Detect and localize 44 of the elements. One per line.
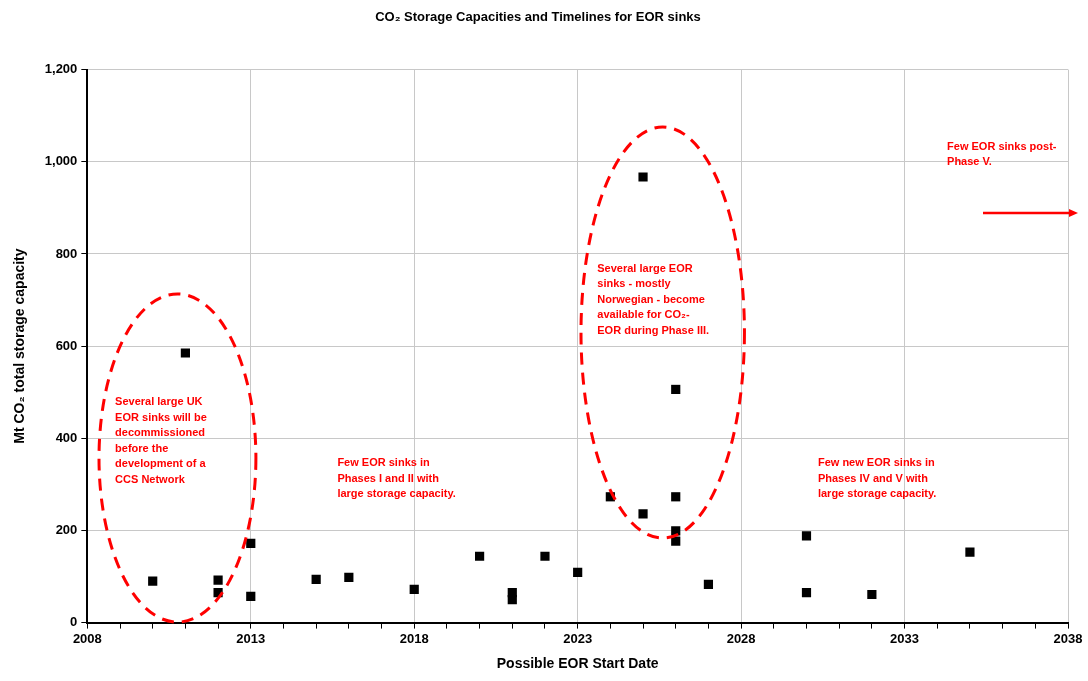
x-tick-label: 2038 [1053,630,1083,646]
y-tick-label: 200 [55,522,78,538]
point [311,574,321,584]
point [540,551,550,561]
point [801,531,812,541]
y-tick-label: 800 [55,245,78,261]
point [801,588,812,598]
point [246,538,256,548]
point [671,384,681,395]
point [638,509,648,519]
annotation: Few new EOR sinks in Phases IV and V with large storage capacity. [817,456,937,500]
y-tick-label: 1,200 [44,61,78,77]
y-tick-label: 1,000 [44,153,78,169]
x-tick-label: 2033 [890,630,920,646]
point [703,579,714,589]
x-tick-label: 2028 [726,630,756,646]
annotation: Few EOR sinks post- Phase V. [947,139,1057,168]
point [671,492,681,502]
point [867,589,877,600]
annotation: Several large UK EOR sinks will be decommissioned before the development of a CCS Network [115,395,207,485]
point [213,575,223,585]
point [409,584,419,595]
point [475,551,485,561]
annotation: Several large EOR sinks - mostly Norwegian - become available for CO₂- EOR during Phase III. [597,261,710,336]
x-axis-title: Possible EOR Start Date [496,655,659,672]
annotation: Few EOR sinks in Phases I and II with large storage capacity. [337,456,456,500]
point [671,536,681,546]
point [965,547,975,557]
y-tick-label: 400 [55,429,78,445]
x-tick-label: 2023 [563,630,593,646]
point [180,348,190,358]
x-tick-label: 2018 [399,630,429,646]
y-axis-title: Mt CO₂ total storage capacity [11,248,28,444]
y-tick-label: 0 [70,614,78,630]
point [246,591,256,601]
y-tick-label: 600 [55,337,78,353]
point [507,594,517,605]
point [344,572,354,583]
chart-title: CO₂ Storage Capacities and Timelines for EOR sinks [375,9,701,25]
point [573,567,583,577]
point [638,172,648,182]
x-tick-label: 2008 [72,630,102,646]
x-tick-label: 2013 [236,630,266,646]
point [148,576,158,586]
